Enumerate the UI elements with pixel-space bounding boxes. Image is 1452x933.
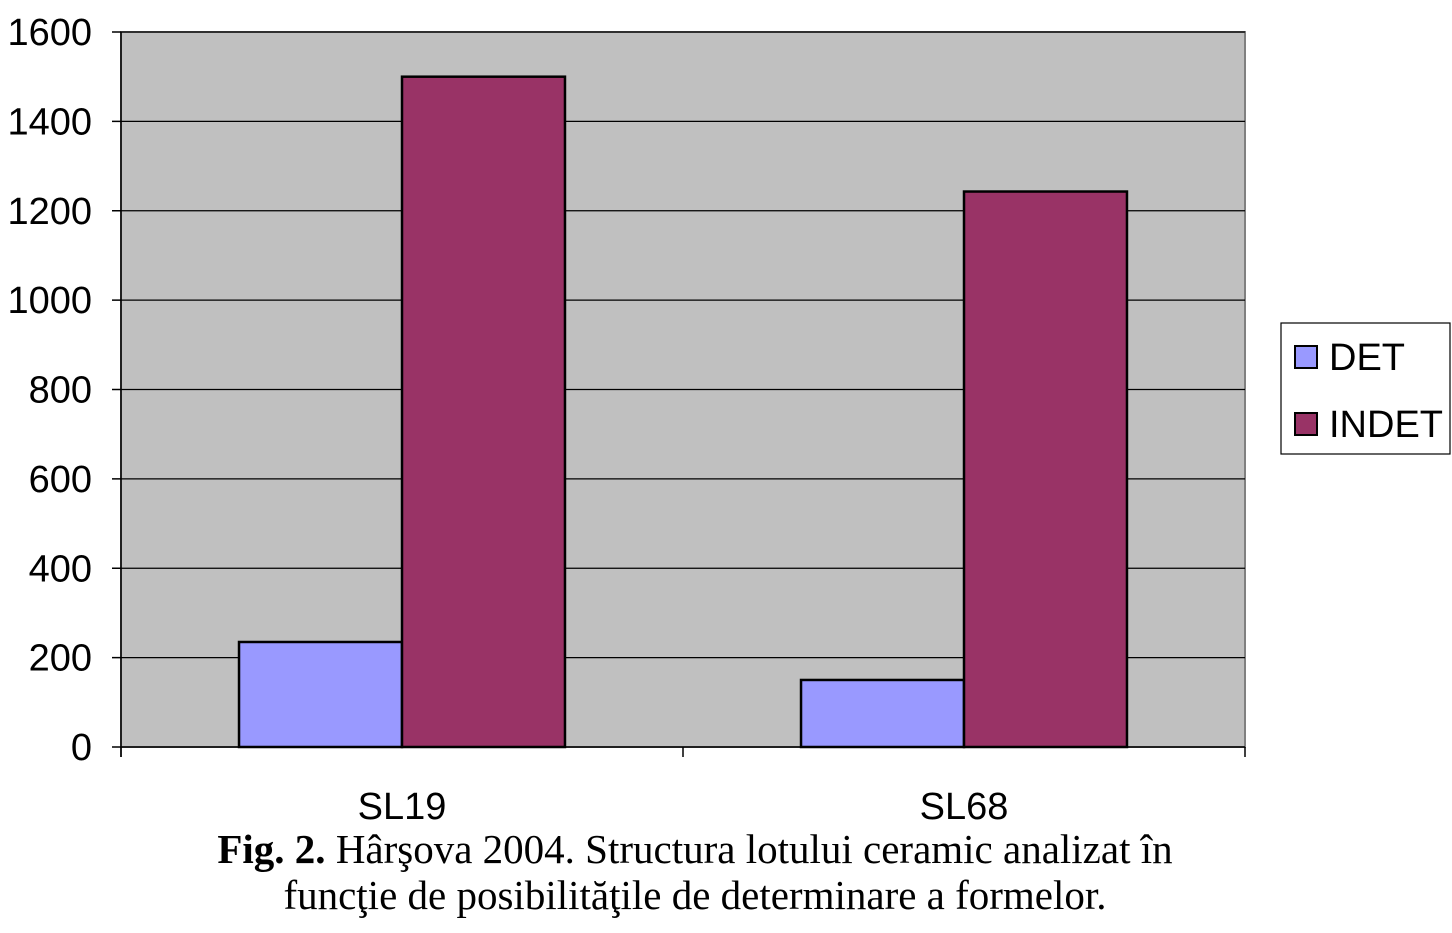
bars <box>237 75 1129 749</box>
y-tick-label: 1200 <box>7 191 92 233</box>
legend-label-det: DET <box>1329 337 1405 379</box>
legend-swatch-det <box>1294 345 1318 369</box>
caption-line-1: Fig. 2. Hârşova 2004. Structura lotului … <box>0 826 1390 872</box>
bar-det-sl68 <box>799 678 966 749</box>
y-tick-label: 1600 <box>7 12 92 54</box>
bar-indet-sl19 <box>400 75 567 749</box>
bar-chart: 0 200 400 600 800 1000 1200 1400 1600 SL19 SL68 D… <box>7 12 1451 820</box>
caption-text-1: Hârşova 2004. Structura lotului ceramic … <box>335 826 1173 872</box>
y-tick-labels: 0 200 400 600 800 1000 1200 1400 1600 <box>7 12 92 769</box>
caption-line-2: funcţie de posibilităţile de determinare… <box>283 872 1107 918</box>
y-tick-label: 800 <box>29 370 92 412</box>
y-tick-label: 1000 <box>7 280 92 322</box>
y-tick-label: 200 <box>29 638 92 680</box>
y-tick-label: 600 <box>29 459 92 501</box>
caption-label: Fig. 2. <box>217 826 326 872</box>
bar-det-sl19 <box>237 640 404 749</box>
legend-label-indet: INDET <box>1329 404 1443 446</box>
bar-indet-sl68 <box>962 190 1129 749</box>
y-tick-label: 400 <box>29 548 92 590</box>
figure-caption: Fig. 2. Hârşova 2004. Structura lotului … <box>0 826 1390 918</box>
axes <box>112 31 1246 757</box>
x-tick-label: SL68 <box>920 786 1009 820</box>
y-tick-label: 0 <box>71 727 92 769</box>
y-tick-label: 1400 <box>7 101 92 143</box>
x-tick-label: SL19 <box>358 786 447 820</box>
x-tick-labels: SL19 SL68 <box>358 786 1009 820</box>
legend: DET INDET <box>1280 322 1451 455</box>
legend-swatch-indet <box>1294 412 1318 436</box>
